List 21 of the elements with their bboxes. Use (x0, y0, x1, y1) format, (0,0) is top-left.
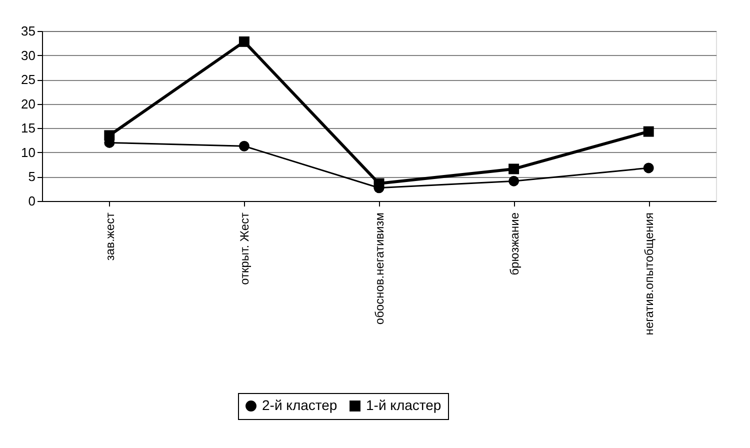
y-tick-label: 25 (21, 72, 36, 88)
x-tick-label: брюзжание (507, 212, 522, 276)
y-tick-label: 5 (28, 169, 36, 184)
point (508, 176, 520, 186)
point (508, 164, 520, 174)
point (643, 162, 654, 174)
y-tick-label: 15 (21, 120, 36, 136)
y-tick-label: 10 (21, 144, 36, 160)
point (238, 36, 250, 47)
point (643, 126, 654, 137)
point (238, 140, 250, 152)
y-tick-label: 35 (21, 24, 36, 38)
y-tick-label: 20 (21, 96, 36, 112)
x-tick-label: негатив.опытобщения (642, 212, 656, 336)
x-tick-label: обоснов.негативизм (372, 212, 386, 325)
legend-label: 2-й кластер (262, 397, 338, 413)
legend-label: 1-й кластер (366, 397, 442, 413)
y-tick-label: 0 (28, 194, 36, 208)
y-tick-label: 30 (21, 48, 36, 63)
x-tick-label: зав.жест (102, 212, 117, 261)
x-tick-label: открыт. Жест (238, 212, 252, 285)
